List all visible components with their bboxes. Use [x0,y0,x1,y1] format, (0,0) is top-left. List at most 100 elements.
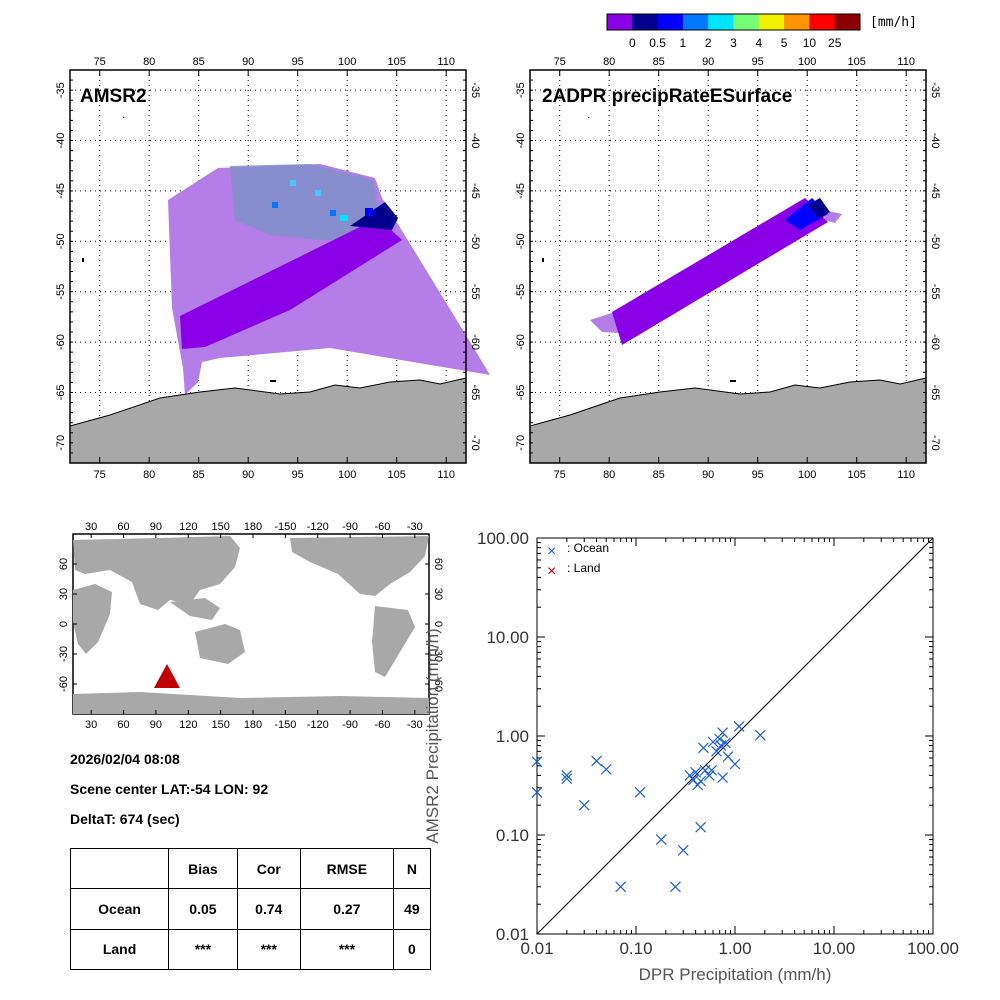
world-lat-label: 30 [432,588,444,600]
map-lat-label: -55 [929,284,941,300]
ocean-data-point [531,756,543,768]
data-point-stroke [722,751,734,762]
data-point-stroke [634,786,646,798]
world-lon-label: 60 [117,719,129,731]
stats-row-land: Land *** *** *** 0 [69,928,432,971]
map-lat-label: -35 [55,82,67,98]
statistics-table: Bias Cor RMSE N Ocean 0.05 0.74 0.27 49 … [69,847,432,971]
map-lat-label: -70 [515,435,527,451]
map-lon-label: 95 [292,469,304,481]
colorbar: 0 0.5 1 2 3 4 5 10 25 [mm/h] [600,8,940,52]
world-lat-label: 0 [432,621,444,627]
data-point-stroke [707,736,719,748]
y-tick-label: 0.01 [496,925,529,944]
continent-north-america [290,536,429,596]
antarctica-coastline [69,377,467,464]
continent-asia-east [170,598,220,620]
world-lon-label: -30 [407,521,423,533]
colorbar-tick-label: 5 [781,36,788,50]
data-point-stroke [695,821,707,833]
world-lon-label: -90 [342,719,358,731]
one-to-one-line [536,537,934,935]
map-lat-label: -50 [55,233,67,249]
map-lat-label: -60 [469,334,481,350]
data-point-stroke [711,745,722,757]
map-lon-label: 105 [848,469,866,481]
data-point-stroke [655,834,667,845]
map-lon-label: 85 [193,56,205,68]
data-point-stroke [600,763,612,775]
map-lon-label: 100 [798,56,816,68]
x-tick-label: 0.10 [619,939,652,958]
map-lon-label: 75 [94,469,106,481]
continent-south-america [372,606,415,677]
world-lon-label: -120 [307,521,329,533]
stats-cell: 49 [392,888,432,930]
amsr2-rain-pixel [340,215,348,221]
antarctica-coastline [529,377,927,464]
colorbar-tick-label: 3 [730,36,737,50]
ocean-data-point [714,733,726,745]
map-lat-label: -35 [515,82,527,98]
map-lon-label: 95 [752,469,764,481]
map-frame [529,69,927,464]
data-point-stroke [669,881,681,893]
data-point-stroke [561,773,573,785]
amsr2-rain-band [180,218,402,349]
world-lat-label: 0 [58,621,70,627]
continent-africa [73,584,112,654]
ocean-data-point [711,745,722,757]
stats-cell: Land [69,928,170,971]
world-lon-label: -60 [375,521,391,533]
map-lat-label: -55 [469,284,481,300]
dpr-core [808,198,830,218]
stats-header-cell: N [392,847,432,890]
ocean-data-point [754,729,766,741]
map-lon-label: 110 [437,469,455,481]
map-lon-label: 105 [388,56,406,68]
amsr2-rain-pixel [290,180,296,186]
amsr2-rain-pixel [365,208,373,216]
map-lat-label: -50 [469,233,481,249]
amsr2-title-dot: . [122,107,125,121]
colorbar-swatch [733,14,760,30]
stats-cell: 0.27 [299,888,394,930]
data-point-stroke [698,742,709,754]
ocean-data-point [677,844,689,856]
stats-cell: 0.74 [236,888,301,930]
legend-ocean-label: : Ocean [567,541,609,555]
scatter-legend: × : Ocean × : Land [547,541,609,580]
x-tick-label: 0.01 [520,939,553,958]
colorbar-tick-label: 1 [680,36,687,50]
map-lat-label: -50 [929,233,941,249]
world-lat-label: -30 [432,646,444,662]
colorbar-tick-label: 10 [803,36,817,50]
ocean-data-point [600,763,612,775]
stats-row-ocean: Ocean 0.05 0.74 0.27 49 [69,888,432,930]
stats-header-cell [69,847,170,890]
ocean-data-point [669,881,681,893]
ocean-data-point [578,799,590,811]
ocean-data-point [698,742,709,754]
stats-cell: 0 [392,928,432,971]
ocean-data-point [733,720,745,732]
dpr-title: 2ADPR precipRateESurface [542,86,792,107]
continent-australia [195,624,245,664]
colorbar-swatch [657,14,684,30]
world-lon-label: 180 [244,719,262,731]
map-frame [69,69,467,464]
ocean-data-point [706,764,718,776]
world-continents [73,536,429,714]
dpr-swath-tail [823,210,842,223]
scene-center: Scene center LAT:-54 LON: 92 [70,781,269,797]
amsr2-heavy-cell [350,202,398,230]
x-tick-label: 1.00 [718,939,751,958]
data-point-stroke [578,799,590,811]
ocean-data-point [531,786,543,798]
ocean-data-point [695,775,707,787]
legend-ocean-symbol: × [547,543,556,560]
island [82,258,84,262]
map-lon-label: 110 [437,56,455,68]
x-tick-label: 10.00 [813,939,856,958]
ocean-data-point [655,834,667,845]
